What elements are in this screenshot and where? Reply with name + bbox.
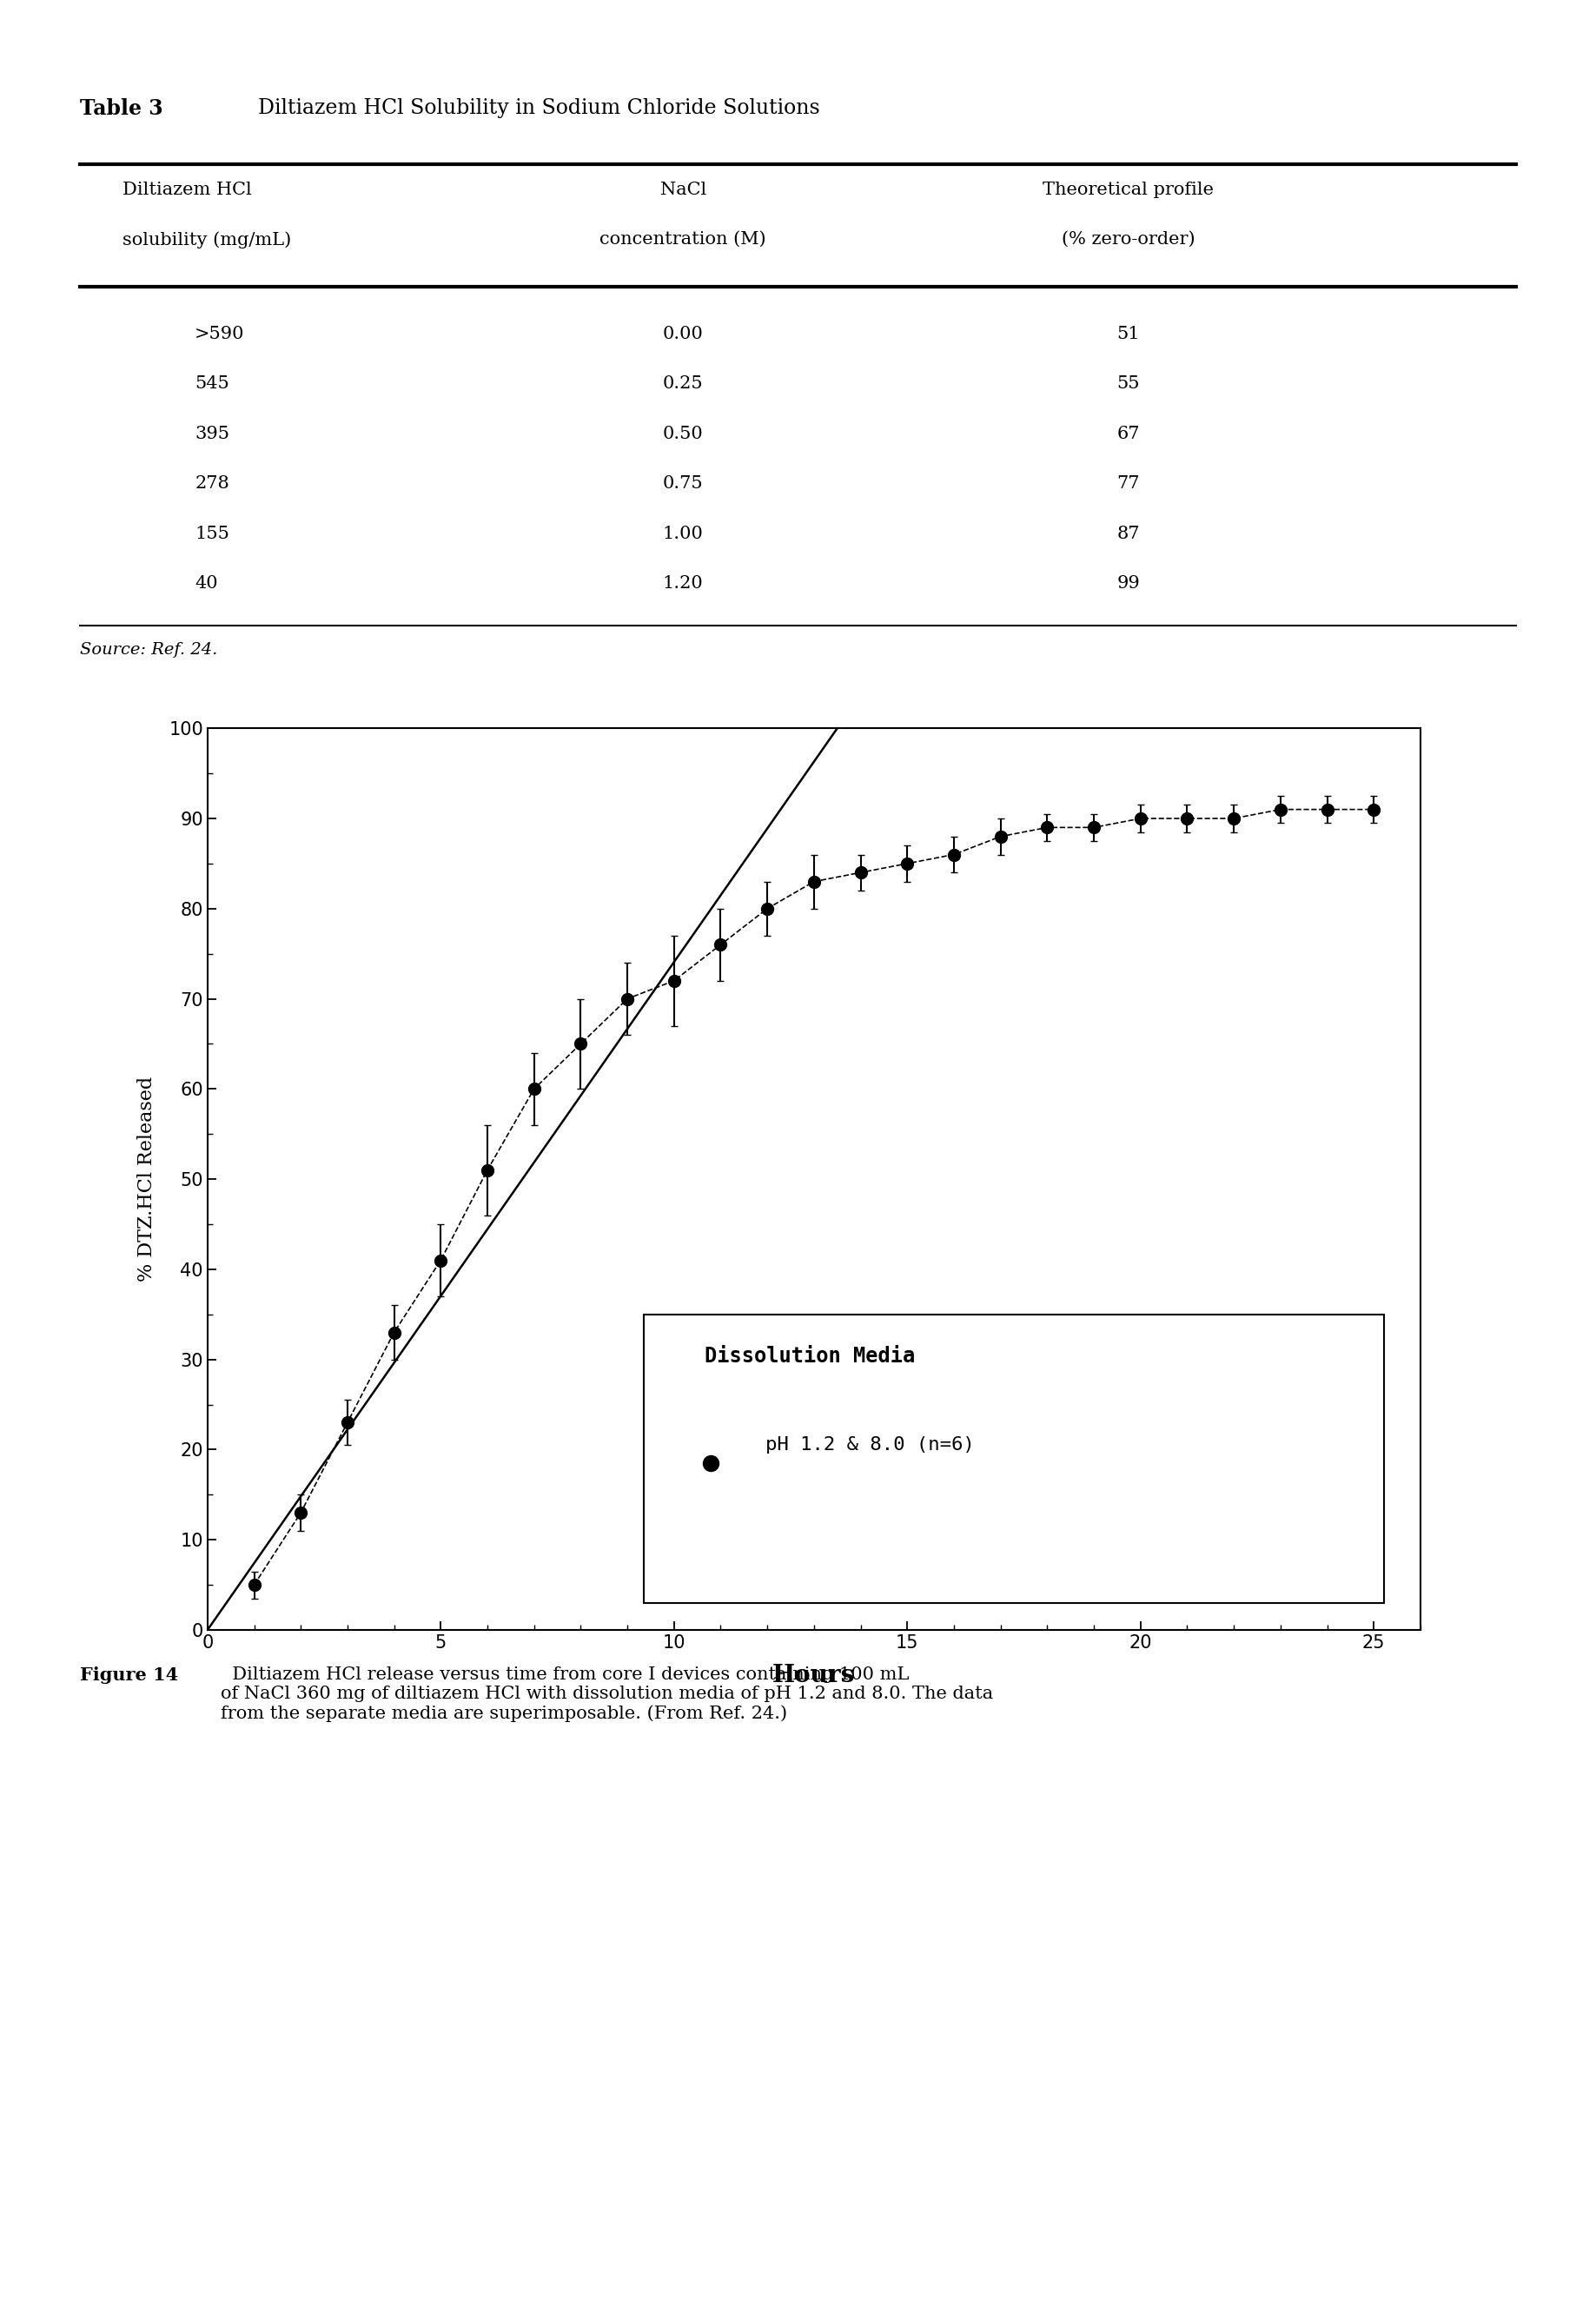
Text: 0.50: 0.50 [662, 425, 704, 442]
Text: 55: 55 [1117, 375, 1140, 393]
Text: NaCl: NaCl [661, 180, 705, 199]
Text: Figure 14: Figure 14 [80, 1667, 179, 1683]
Text: Table 3: Table 3 [80, 97, 163, 118]
Text: concentration (M): concentration (M) [600, 231, 766, 247]
Text: Diltiazem HCl Solubility in Sodium Chloride Solutions: Diltiazem HCl Solubility in Sodium Chlor… [246, 97, 820, 118]
Text: 0.00: 0.00 [662, 326, 704, 342]
Text: 51: 51 [1117, 326, 1140, 342]
Text: 0.25: 0.25 [662, 375, 704, 393]
Text: 1.20: 1.20 [662, 576, 704, 592]
Text: pH 1.2 & 8.0 (n=6): pH 1.2 & 8.0 (n=6) [766, 1436, 975, 1454]
Text: 40: 40 [195, 576, 217, 592]
Text: 77: 77 [1117, 476, 1140, 492]
Text: (% zero-order): (% zero-order) [1061, 231, 1195, 247]
Text: 0.75: 0.75 [662, 476, 704, 492]
Text: 155: 155 [195, 525, 230, 541]
Text: solubility (mg/mL): solubility (mg/mL) [123, 231, 292, 247]
X-axis label: Hours: Hours [772, 1665, 855, 1688]
Text: 1.00: 1.00 [662, 525, 704, 541]
Text: 395: 395 [195, 425, 230, 442]
Text: 278: 278 [195, 476, 230, 492]
Text: Dissolution Media: Dissolution Media [705, 1346, 915, 1366]
Text: 545: 545 [195, 375, 230, 393]
Text: 87: 87 [1117, 525, 1140, 541]
Text: >590: >590 [195, 326, 244, 342]
Text: 67: 67 [1117, 425, 1140, 442]
Text: Diltiazem HCl release versus time from core I devices containing 100 mL
of NaCl : Diltiazem HCl release versus time from c… [220, 1667, 993, 1722]
Text: Theoretical profile: Theoretical profile [1042, 180, 1215, 199]
Text: Diltiazem HCl: Diltiazem HCl [123, 180, 252, 199]
FancyBboxPatch shape [645, 1313, 1384, 1602]
Text: 99: 99 [1117, 576, 1140, 592]
Y-axis label: % DTZ.HCl Released: % DTZ.HCl Released [137, 1077, 156, 1281]
Text: Source: Ref. 24.: Source: Ref. 24. [80, 643, 217, 657]
